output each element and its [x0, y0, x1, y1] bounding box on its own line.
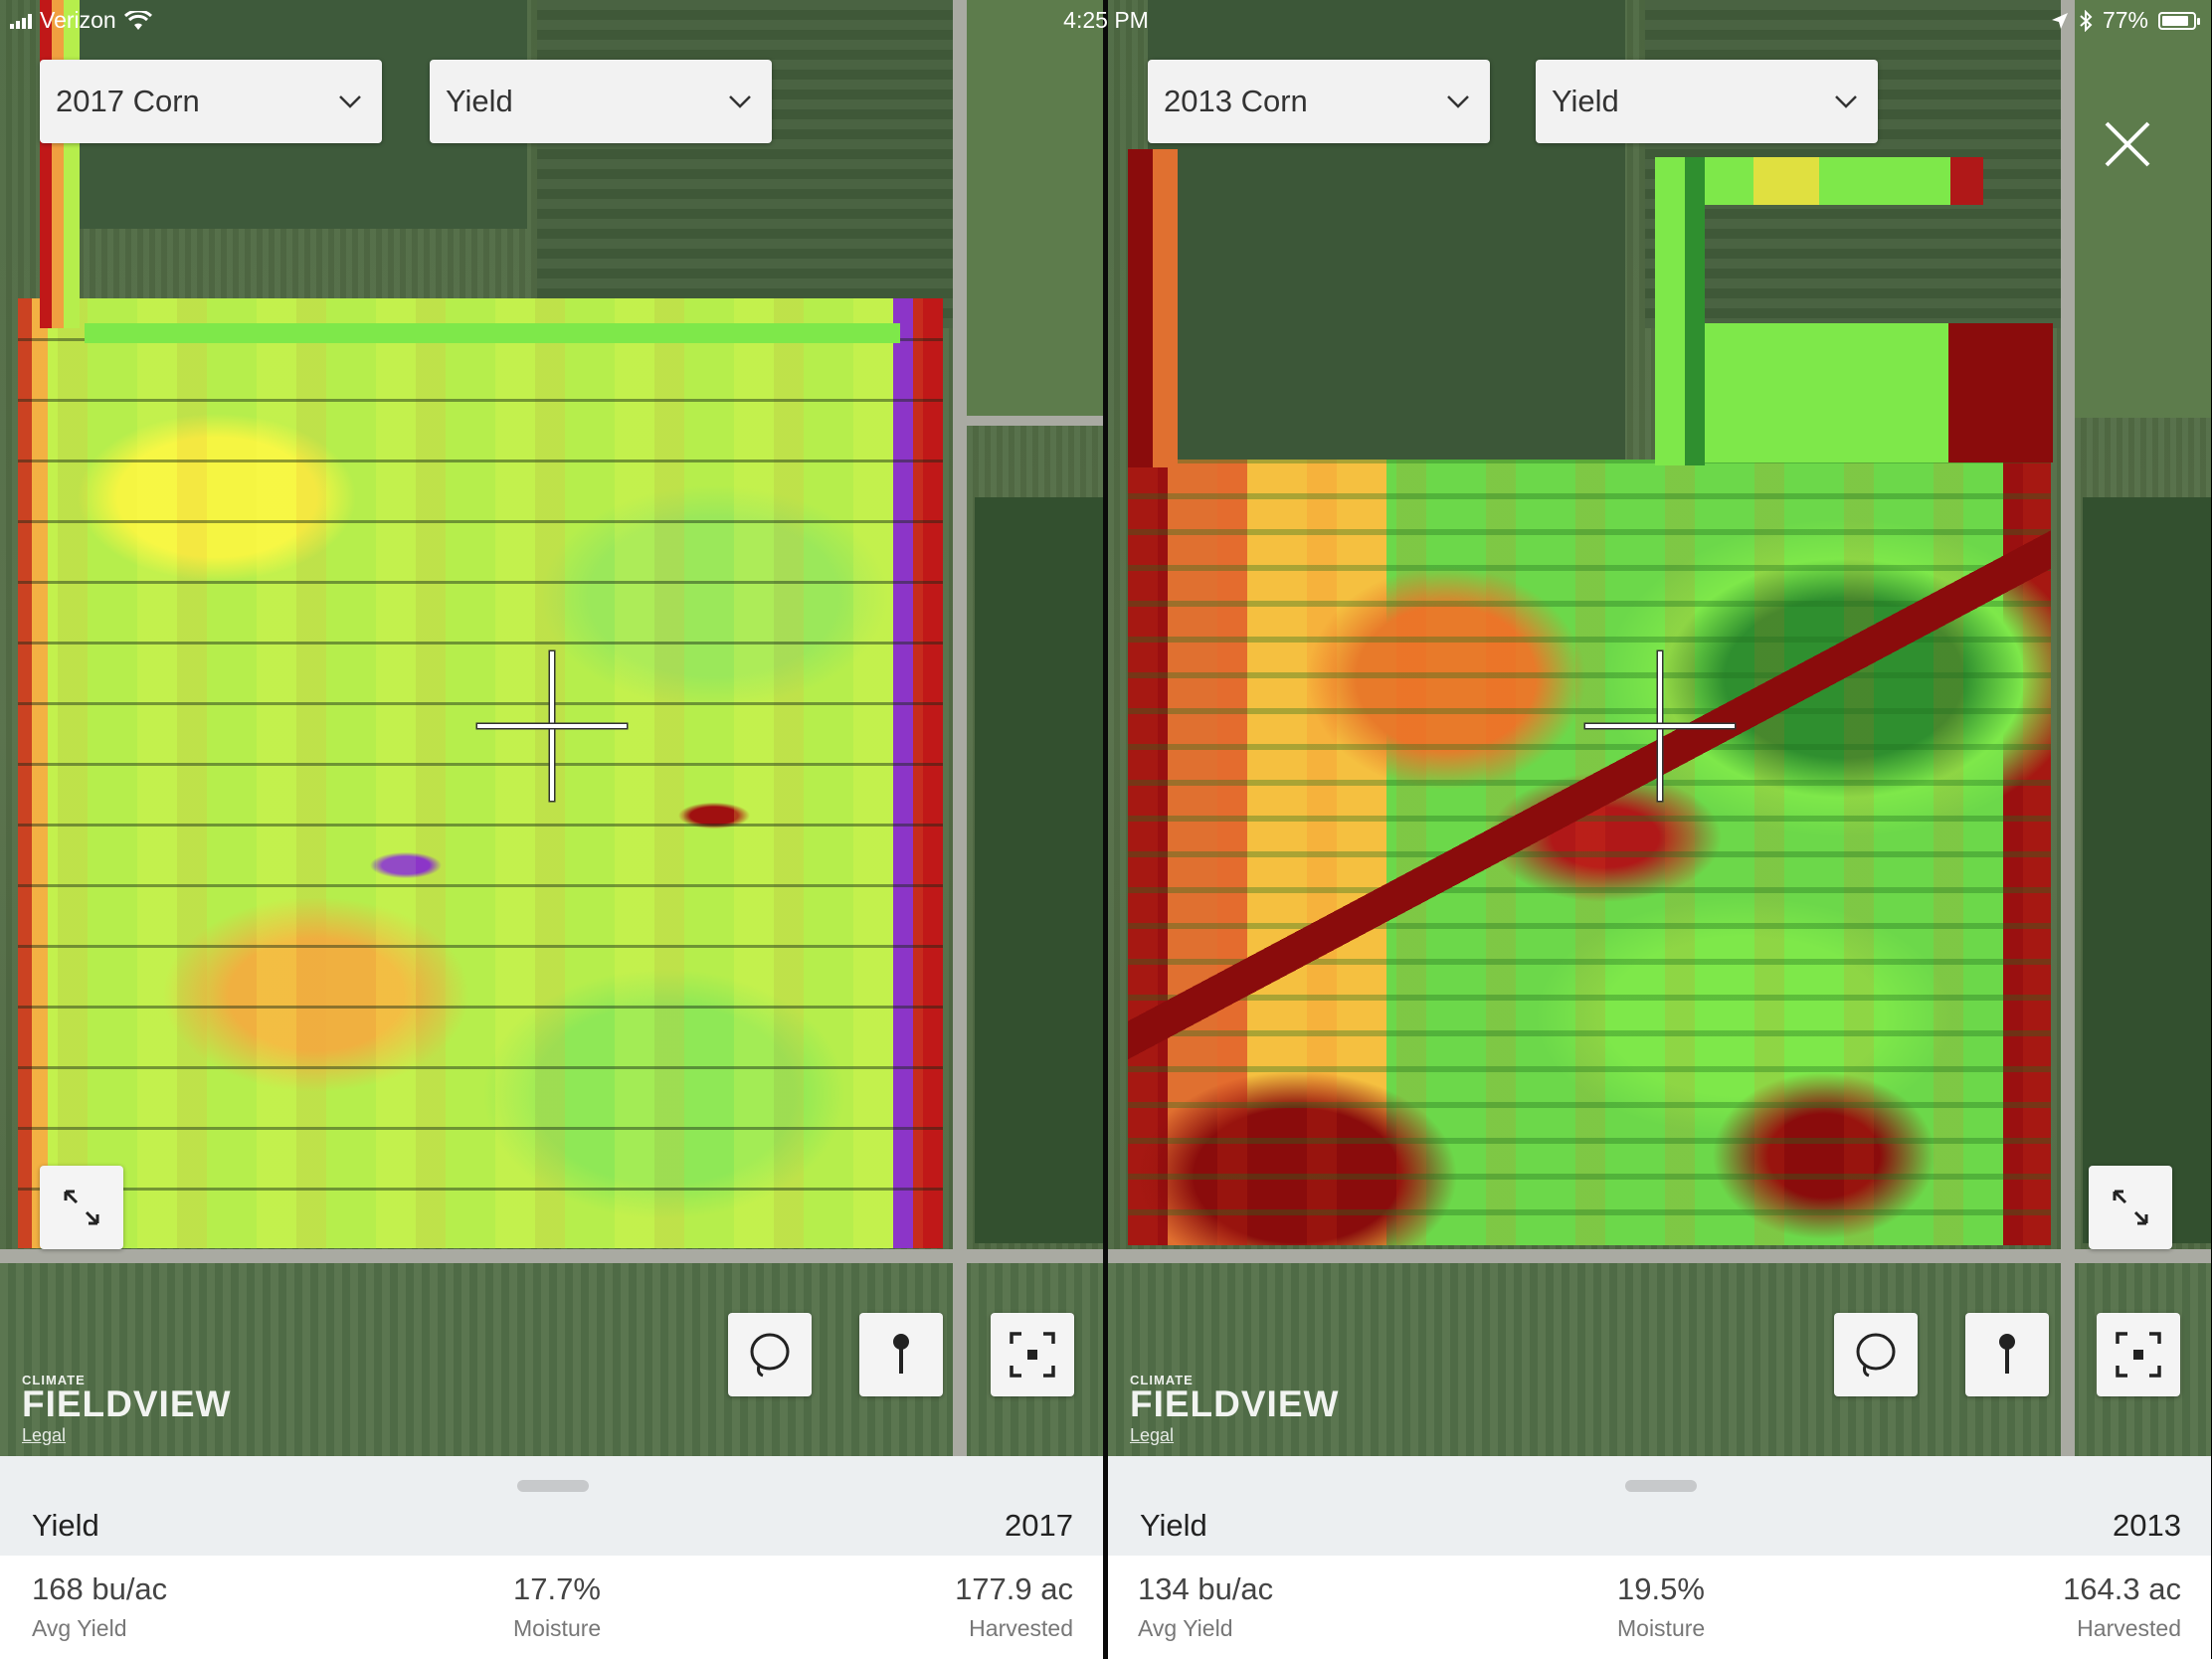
expand-arrows-icon	[2113, 1190, 2148, 1225]
lasso-icon	[750, 1333, 790, 1378]
yield-layer[interactable]	[18, 298, 943, 1248]
expand-button[interactable]	[40, 1166, 123, 1249]
location-arrow-icon	[2051, 12, 2068, 29]
battery-percent: 77%	[2102, 7, 2148, 33]
map-parcel	[2063, 0, 2211, 418]
map-road	[0, 1249, 1103, 1263]
battery-icon	[2158, 11, 2200, 30]
expand-arrows-icon	[64, 1190, 99, 1225]
stat-moisture: 19.5% Moisture	[1617, 1571, 1706, 1641]
season-dropdown-label: 2017 Corn	[56, 84, 200, 118]
lasso-button[interactable]	[728, 1313, 812, 1396]
chevron-down-icon	[1447, 95, 1469, 108]
stat-harvested: 177.9 ac Harvested	[955, 1571, 1073, 1641]
fieldview-logo: CLIMATE FIELDVIEW Legal	[22, 1373, 232, 1445]
yield-strip	[40, 0, 80, 328]
map-road	[2061, 0, 2075, 1456]
locate-button[interactable]	[2097, 1313, 2180, 1396]
satellite-map[interactable]: CLIMATE FIELDVIEW Legal	[0, 0, 1103, 1456]
map-crosshair	[1585, 651, 1735, 801]
stat-harvested: 164.3 ac Harvested	[2063, 1571, 2181, 1641]
signal-bars-icon	[10, 13, 32, 29]
yield-strip	[1655, 157, 1983, 205]
status-left: Verizon	[10, 7, 152, 34]
stat-avg-yield: 134 bu/ac Avg Yield	[1138, 1571, 1274, 1641]
map-road	[955, 416, 1103, 426]
legal-link[interactable]: Legal	[1130, 1425, 1175, 1445]
map-parcel	[537, 0, 955, 328]
right-pane: CLIMATE FIELDVIEW Legal 2013 Corn Yield	[1108, 0, 2211, 1659]
close-icon[interactable]	[2101, 117, 2154, 171]
locate-focus-icon	[2116, 1332, 2161, 1378]
map-crosshair	[477, 651, 627, 801]
sheet-year: 2017	[1005, 1508, 1073, 1543]
pane-divider	[1103, 0, 1108, 1659]
status-time: 4:25 PM	[1063, 7, 1149, 33]
status-right: 77%	[2051, 7, 2200, 34]
sheet-drag-handle[interactable]	[1625, 1480, 1697, 1492]
layer-dropdown-label: Yield	[446, 84, 513, 118]
status-bar: Verizon 4:25 PM 77%	[0, 0, 2212, 42]
map-parcel	[2083, 497, 2211, 1243]
satellite-map[interactable]: CLIMATE FIELDVIEW Legal	[1108, 0, 2211, 1456]
lasso-button[interactable]	[1834, 1313, 1918, 1396]
map-pin-icon	[1999, 1334, 2015, 1374]
sheet-header: Yield 2013	[1108, 1456, 2211, 1556]
bluetooth-icon	[2080, 9, 2093, 32]
legal-link[interactable]: Legal	[22, 1425, 67, 1445]
season-dropdown-label: 2013 Corn	[1164, 84, 1308, 118]
yield-stripes	[18, 298, 943, 1248]
layer-dropdown[interactable]: Yield	[1536, 60, 1878, 143]
wifi-icon	[123, 10, 152, 30]
stat-avg-yield: 168 bu/ac Avg Yield	[32, 1571, 168, 1641]
pin-button[interactable]	[1965, 1313, 2049, 1396]
info-sheet: Yield 2017 168 bu/ac Avg Yield 17.7% Moi…	[0, 1456, 1103, 1659]
stat-moisture: 17.7% Moisture	[513, 1571, 602, 1641]
carrier-label: Verizon	[40, 7, 116, 33]
map-pin-icon	[893, 1334, 909, 1374]
season-dropdown[interactable]: 2017 Corn	[40, 60, 382, 143]
yield-strip	[85, 323, 900, 343]
info-sheet: Yield 2013 134 bu/ac Avg Yield 19.5% Moi…	[1108, 1456, 2211, 1659]
chevron-down-icon	[1835, 95, 1857, 108]
yield-layer[interactable]	[1128, 460, 2051, 1245]
layer-dropdown[interactable]: Yield	[430, 60, 772, 143]
yield-strip	[1705, 323, 2053, 462]
lasso-icon	[1856, 1333, 1896, 1378]
locate-button[interactable]	[991, 1313, 1074, 1396]
yield-strip	[1655, 157, 1705, 465]
chevron-down-icon	[339, 95, 361, 108]
map-road	[1108, 1249, 2211, 1263]
yield-channel	[1128, 460, 2051, 1245]
map-parcel	[975, 497, 1103, 1243]
season-dropdown[interactable]: 2013 Corn	[1148, 60, 1490, 143]
fieldview-logo: CLIMATE FIELDVIEW Legal	[1130, 1373, 1340, 1445]
map-road	[953, 0, 967, 1456]
left-pane: CLIMATE FIELDVIEW Legal 2017 Corn Yield	[0, 0, 1103, 1659]
expand-button[interactable]	[2089, 1166, 2172, 1249]
locate-focus-icon	[1010, 1332, 1055, 1378]
map-parcel	[955, 0, 1103, 418]
sheet-title: Yield	[1140, 1508, 1207, 1543]
sheet-year: 2013	[2113, 1508, 2181, 1543]
yield-strip	[1128, 149, 1178, 467]
chevron-down-icon	[729, 95, 751, 108]
sheet-title: Yield	[32, 1508, 99, 1543]
pin-button[interactable]	[859, 1313, 943, 1396]
sheet-drag-handle[interactable]	[517, 1480, 589, 1492]
layer-dropdown-label: Yield	[1552, 84, 1619, 118]
sheet-header: Yield 2017	[0, 1456, 1103, 1556]
